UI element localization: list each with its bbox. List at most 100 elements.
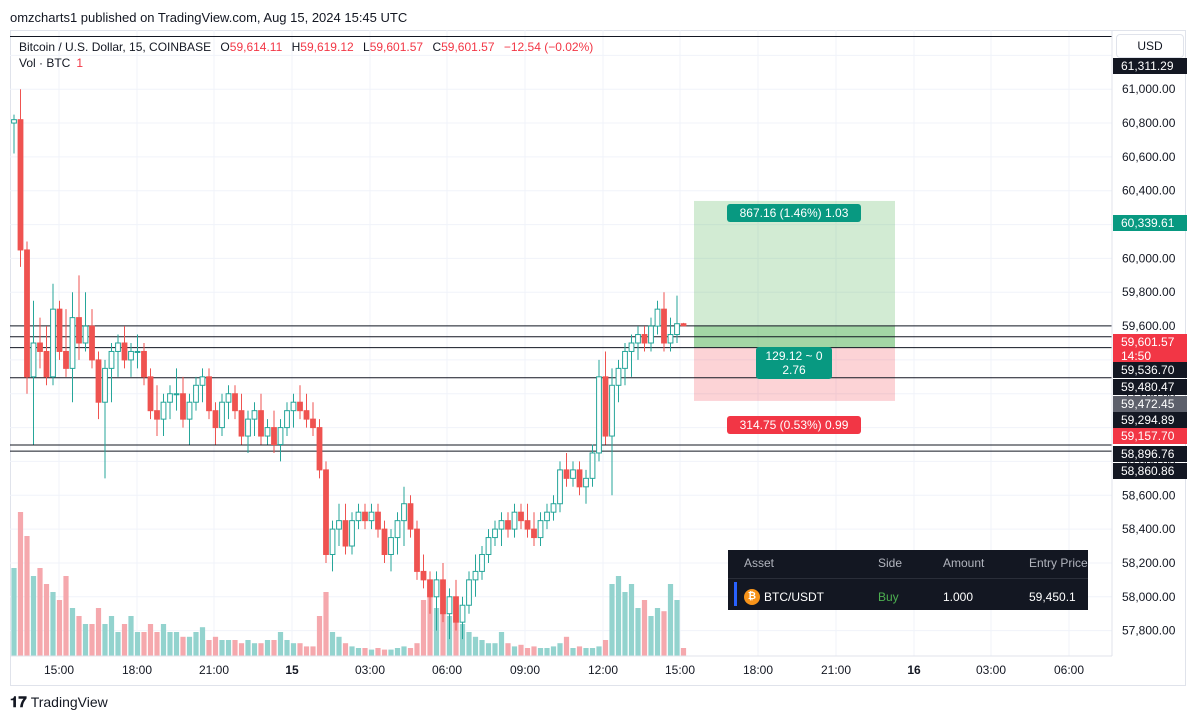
volume-bar	[453, 608, 459, 656]
close-value: 59,601.57	[441, 40, 495, 54]
volume-bar	[264, 640, 271, 656]
header-side: Side	[878, 556, 903, 570]
volume-bar	[186, 636, 193, 656]
header-entry-price: Entry Price	[1029, 556, 1088, 570]
brand-name: TradingView	[30, 694, 108, 710]
y-tick-label: 57,800.00	[1122, 624, 1176, 638]
volume-bar	[537, 648, 544, 656]
volume-bar	[420, 600, 427, 656]
candle-body	[583, 477, 589, 488]
volume-bar	[134, 632, 141, 656]
y-tick-label: 61,000.00	[1122, 82, 1176, 96]
volume-bar	[498, 632, 505, 656]
row-accent	[734, 582, 737, 606]
volume-bar	[284, 640, 290, 656]
price-label-bg	[1113, 362, 1187, 378]
x-tick-label: 21:00	[199, 663, 229, 677]
x-tick-label: 12:00	[588, 663, 618, 677]
volume-bar	[323, 592, 329, 656]
volume-bar	[225, 640, 232, 656]
x-tick-label: 15	[285, 663, 299, 677]
volume-bar	[303, 646, 310, 656]
candle-body	[570, 469, 576, 479]
volume-bar	[362, 648, 368, 656]
high-value: 59,619.12	[300, 40, 354, 54]
x-tick-label: 18:00	[743, 663, 773, 677]
candle-body	[446, 596, 453, 615]
candle-body	[212, 410, 219, 429]
x-tick-label: 06:00	[1054, 663, 1084, 677]
candle-body	[128, 350, 134, 361]
x-tick-label: 06:00	[432, 663, 462, 677]
candle-body	[43, 350, 50, 378]
row-asset[interactable]: BTC/USDT	[764, 590, 824, 604]
volume-bar	[472, 636, 479, 656]
volume-bar	[459, 624, 466, 656]
volume-bar	[89, 624, 95, 656]
volume-bar	[466, 632, 472, 656]
candle-body	[394, 520, 401, 539]
volume-bar	[661, 611, 667, 656]
low-label: L	[363, 40, 370, 54]
candle-body	[615, 367, 622, 386]
y-tick-label: 59,600.00	[1122, 319, 1176, 333]
x-tick-label: 21:00	[821, 663, 851, 677]
candle-body	[518, 511, 524, 522]
volume-bar	[251, 643, 258, 656]
currency-button[interactable]: USD	[1116, 34, 1184, 58]
volume-bar	[232, 640, 238, 656]
pnl-label-text: 129.12 ~ 0	[765, 349, 822, 363]
tradingview-logo[interactable]: 𝟏𝟕 TradingView	[10, 694, 108, 711]
candle-body	[232, 393, 238, 412]
candle-body	[225, 393, 232, 403]
volume-bar	[167, 632, 173, 656]
volume-bar	[368, 649, 375, 656]
candle-body	[472, 570, 479, 581]
price-label: 60,339.61	[1121, 216, 1175, 230]
candle-body	[24, 249, 30, 378]
positions-panel: Asset Side Amount Entry Price ₿ BTC/USDT…	[728, 550, 1088, 610]
volume-bar	[30, 576, 37, 656]
candle-body	[511, 511, 518, 530]
volume-bar	[394, 648, 401, 656]
candle-body	[154, 410, 160, 420]
candle-body	[82, 325, 89, 344]
volume-bar	[82, 624, 89, 656]
symbol-name: Bitcoin / U.S. Dollar, 15, COINBASE	[19, 40, 212, 54]
candle-body	[251, 410, 258, 420]
volume-bar	[24, 536, 30, 656]
volume-bar	[518, 644, 524, 656]
volume-bar	[349, 646, 355, 656]
volume-bar	[602, 640, 609, 656]
volume-label: Vol · BTC	[19, 56, 71, 70]
candle-body	[609, 384, 615, 437]
candle-body	[76, 317, 82, 344]
price-label: 58,860.86	[1121, 464, 1175, 478]
y-tick-label: 58,200.00	[1122, 556, 1176, 570]
candle-body	[50, 308, 56, 378]
volume-bar	[199, 627, 206, 656]
candle-body	[557, 469, 563, 505]
candle-body	[323, 469, 329, 555]
candle-body	[492, 528, 498, 539]
volume-bar	[648, 616, 654, 656]
low-value: 59,601.57	[369, 40, 424, 54]
candle-body	[641, 334, 648, 344]
volume-bar	[381, 649, 388, 656]
candle-body	[368, 511, 375, 522]
candle-body	[667, 334, 674, 344]
candle-body	[95, 359, 102, 403]
volume-bar	[173, 632, 180, 656]
price-label-bg	[1113, 379, 1187, 395]
y-tick-label: 60,600.00	[1122, 150, 1176, 164]
x-tick-label: 09:00	[510, 663, 540, 677]
volume-bar	[674, 600, 680, 656]
tradingview-mark-icon: 𝟏𝟕	[10, 694, 27, 711]
y-tick-label: 58,400.00	[1122, 522, 1176, 536]
volume-bar	[271, 640, 277, 656]
candle-body	[37, 342, 43, 352]
candle-body	[56, 308, 63, 352]
x-tick-label: 15:00	[665, 663, 695, 677]
volume-bar	[355, 648, 362, 656]
